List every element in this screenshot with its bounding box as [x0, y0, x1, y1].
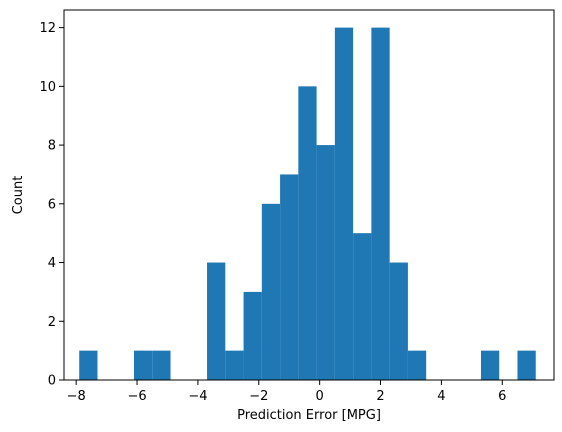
- x-axis-title: Prediction Error [MPG]: [237, 408, 381, 423]
- histogram-bar: [134, 350, 153, 380]
- histogram-bar: [389, 262, 408, 380]
- y-tick-label: 4: [48, 256, 56, 271]
- histogram-bar: [480, 350, 500, 380]
- y-tick-label: 2: [48, 315, 56, 330]
- y-tick-label: 0: [48, 374, 56, 389]
- x-tick-label: −8: [67, 389, 86, 404]
- histogram-bar: [517, 350, 536, 380]
- histogram-bar: [79, 350, 98, 380]
- x-tick-label: −6: [127, 389, 146, 404]
- y-axis-ticks: 0 2 4 6 8 10 12: [39, 21, 64, 389]
- y-tick-label: 6: [48, 197, 56, 212]
- histogram-bar: [407, 350, 427, 380]
- y-tick-label: 12: [39, 21, 56, 36]
- bars-group: [79, 27, 536, 381]
- histogram-bar: [316, 145, 335, 380]
- histogram-bar: [261, 203, 281, 380]
- histogram-bar: [353, 233, 372, 380]
- histogram-bar: [334, 27, 354, 381]
- histogram-bar: [298, 86, 317, 380]
- x-tick-label: 6: [498, 389, 506, 404]
- x-tick-label: 0: [316, 389, 324, 404]
- histogram-bar: [152, 350, 171, 380]
- histogram-bar: [207, 262, 226, 380]
- histogram-bar: [371, 27, 390, 381]
- y-tick-label: 10: [39, 80, 56, 95]
- y-tick-label: 8: [48, 139, 56, 154]
- y-axis-title: Count: [11, 176, 26, 215]
- x-tick-label: −4: [188, 389, 207, 404]
- plot-frame: [63, 9, 555, 381]
- histogram-bar: [225, 350, 244, 380]
- x-tick-label: 4: [437, 389, 445, 404]
- x-tick-label: −2: [249, 389, 268, 404]
- histogram-bar: [243, 291, 262, 380]
- histogram-bar: [280, 174, 299, 380]
- x-tick-label: 2: [376, 389, 384, 404]
- x-axis-ticks: −8 −6 −4 −2 0 2 4 6: [67, 380, 506, 404]
